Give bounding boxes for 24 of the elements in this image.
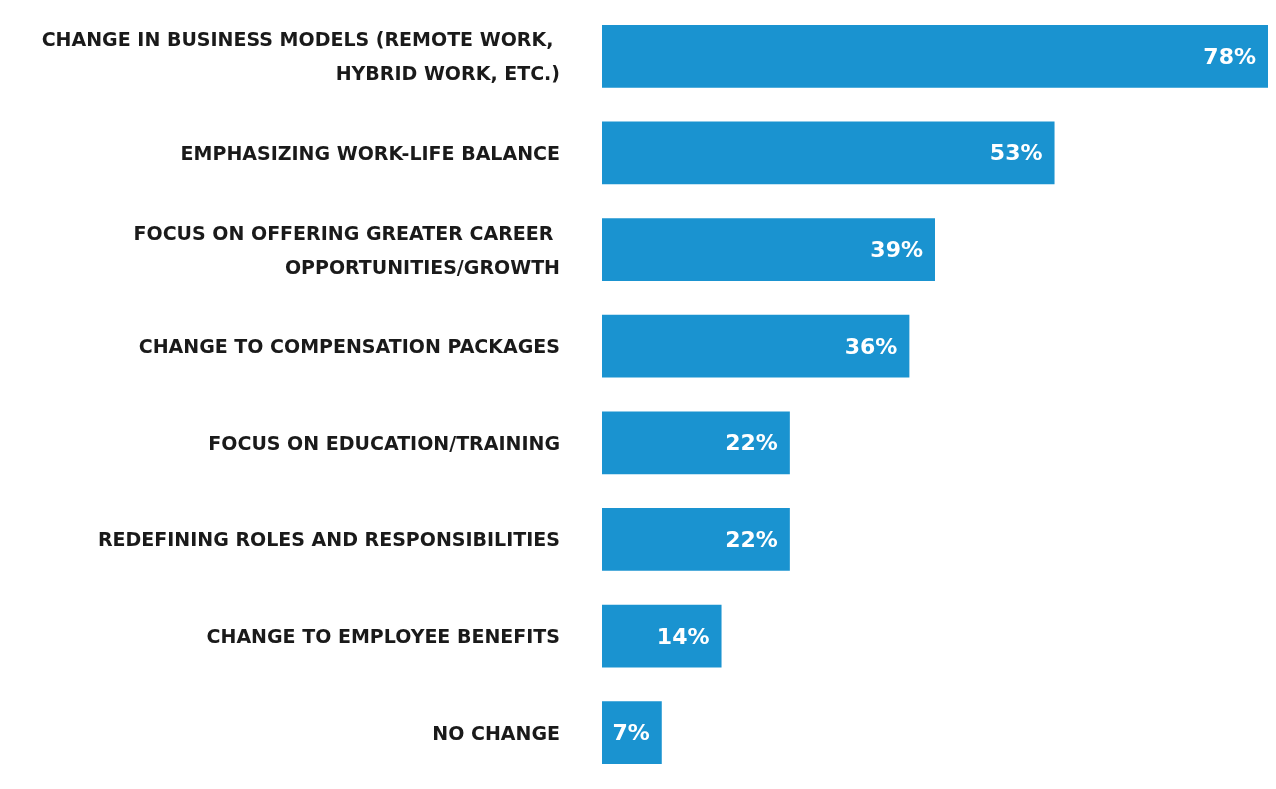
bar	[602, 701, 662, 765]
bar	[602, 121, 1055, 185]
y-tick-label: EMPHASIZING WORK-LIFE BALANCE	[180, 141, 560, 164]
data-label: 22%	[725, 430, 778, 456]
data-label: 22%	[725, 526, 778, 552]
y-tick-label: CHANGE IN BUSINESS MODELS (REMOTE WORK, HYBRID WORK, ETC.)	[41, 28, 560, 85]
data-label: 7%	[612, 720, 650, 746]
y-tick-label: FOCUS ON OFFERING GREATER CAREER OPPORTUNITIES/GROWTH	[133, 221, 560, 278]
bar	[602, 218, 935, 281]
data-label: 14%	[656, 623, 710, 649]
bar	[602, 24, 1268, 88]
y-tick-label: CHANGE TO EMPLOYEE BENEFITS	[206, 625, 560, 648]
y-tick-label: FOCUS ON EDUCATION/TRAINING	[208, 431, 560, 454]
bar	[602, 411, 790, 475]
y-tick-label: REDEFINING ROLES AND RESPONSIBILITIES	[97, 528, 560, 551]
data-label: 53%	[989, 140, 1043, 166]
bar	[602, 314, 910, 378]
data-label: 39%	[870, 237, 923, 263]
bar	[602, 508, 790, 571]
y-tick-label: CHANGE TO COMPENSATION PACKAGES	[138, 335, 560, 358]
data-label: 78%	[1203, 43, 1256, 69]
data-label: 36%	[844, 333, 898, 359]
y-tick-label: NO CHANGE	[432, 721, 560, 744]
bar	[602, 604, 722, 668]
